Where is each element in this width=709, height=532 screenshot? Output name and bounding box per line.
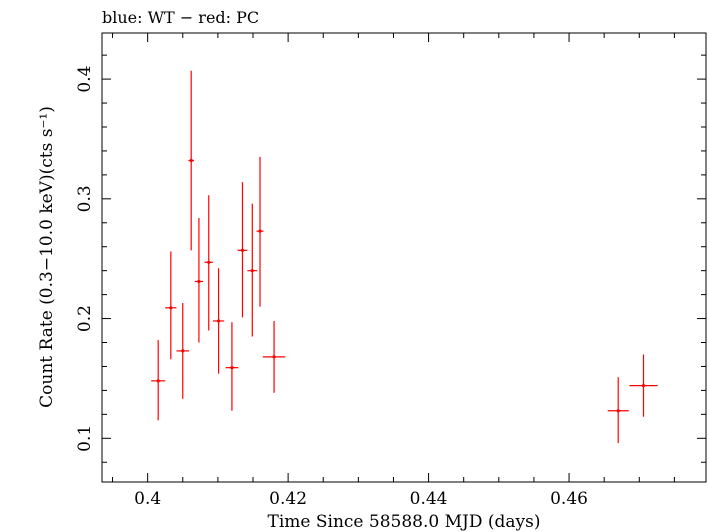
point-marker (189, 158, 193, 163)
point-marker (250, 269, 254, 273)
chart-title: blue: WT − red: PC (102, 8, 259, 27)
data-point (262, 320, 286, 393)
point-marker (230, 366, 234, 370)
y-tick-label: 0.4 (75, 66, 95, 93)
data-point (151, 340, 166, 421)
data-point (188, 70, 195, 251)
x-axis-label: Time Since 58588.0 MJD (days) (268, 512, 541, 532)
point-marker (216, 319, 221, 323)
data-point (204, 195, 213, 331)
y-tick-label: 0.1 (75, 425, 95, 452)
data-point (165, 251, 177, 360)
data-point (247, 203, 258, 337)
point-marker (641, 384, 646, 388)
y-tick-label: 0.3 (75, 185, 95, 212)
point-marker (616, 409, 620, 413)
data-point (607, 377, 629, 444)
point-marker (258, 229, 262, 233)
y-axis-label: Count Rate (0.3−10.0 keV)(cts s⁻¹) (37, 106, 57, 408)
data-point (176, 302, 190, 399)
data-point (194, 217, 204, 343)
data-point (212, 268, 225, 374)
point-marker (272, 355, 276, 359)
axis-ticks: 0.4 0.42 0.44 0.46 0.1 0.2 0.3 0.4 (75, 33, 706, 509)
x-tick-label: 0.4 (134, 489, 161, 509)
y-tick-label: 0.2 (75, 305, 95, 332)
data-point (256, 156, 264, 307)
x-tick-label: 0.42 (269, 489, 307, 509)
point-marker (181, 349, 185, 353)
point-marker (240, 248, 245, 252)
x-tick-label: 0.44 (410, 489, 448, 509)
point-marker (169, 306, 173, 310)
data-point (237, 182, 248, 318)
data-point (629, 354, 658, 417)
point-marker (207, 260, 211, 264)
x-tick-label: 0.46 (550, 489, 588, 509)
point-marker (197, 279, 201, 284)
point-marker (156, 379, 160, 383)
data-point (225, 322, 239, 411)
plot-frame (101, 32, 707, 483)
data-points (151, 70, 658, 444)
